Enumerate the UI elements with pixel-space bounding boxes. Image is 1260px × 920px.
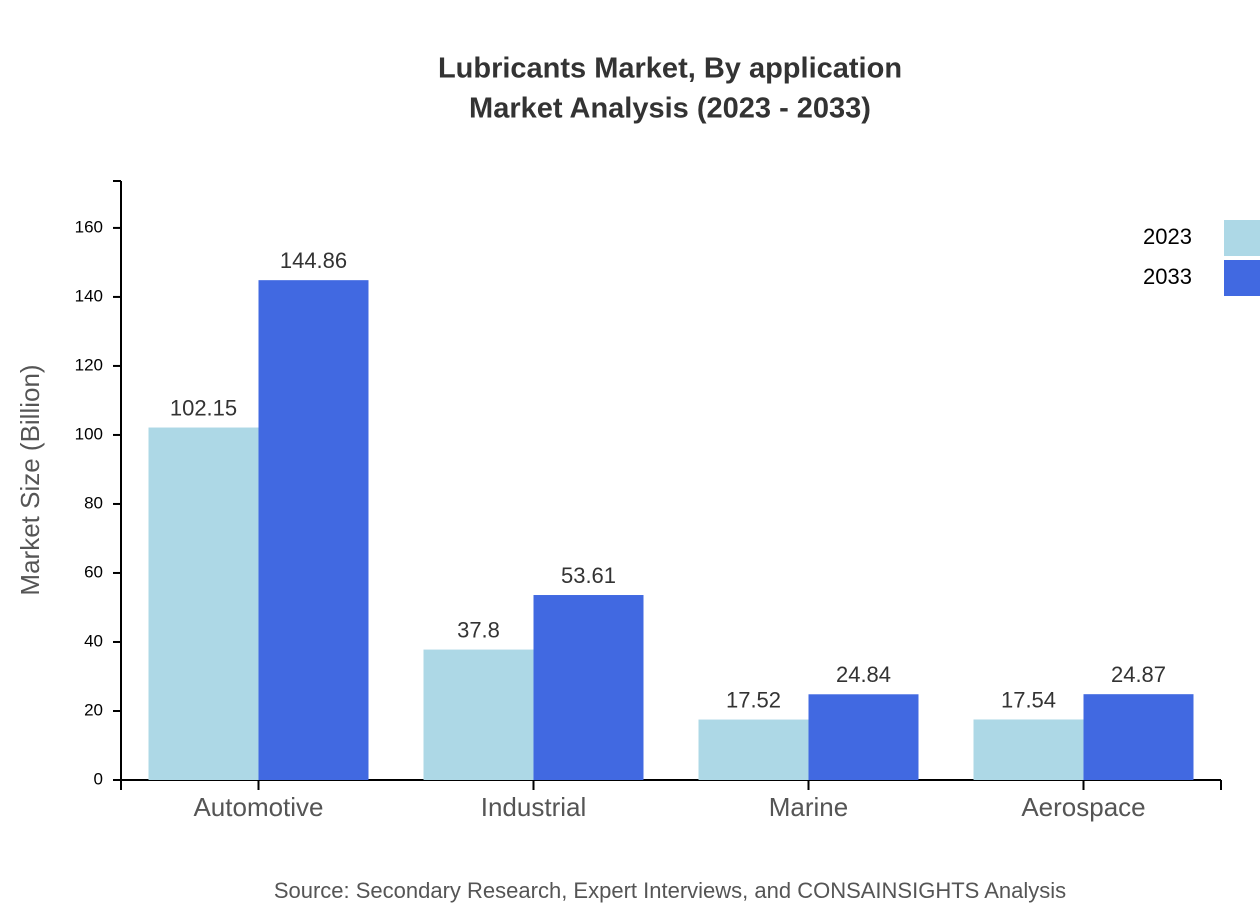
y-tick-label: 0 [94,769,103,788]
x-tick-label: Marine [769,792,848,822]
y-axis-label: Market Size (Billion) [15,364,45,595]
chart-subtitle: Market Analysis (2023 - 2033) [469,93,871,125]
value-label: 102.15 [170,395,237,420]
bar [533,595,644,780]
x-tick-label: Automotive [193,792,323,822]
y-tick-label: 100 [75,424,103,443]
legend-swatch [1224,220,1260,256]
bar [148,427,259,780]
bar [423,649,534,780]
bar [973,719,1084,780]
chart-title: Lubricants Market, By application [438,53,902,85]
value-label: 24.87 [1111,662,1166,687]
value-label: 53.61 [561,563,616,588]
y-tick-label: 160 [75,217,103,236]
y-tick-label: 20 [84,700,103,719]
value-label: 144.86 [280,248,347,273]
value-label: 24.84 [836,662,891,687]
y-tick-label: 40 [84,631,103,650]
legend-swatch [1224,260,1260,296]
legend-label: 2033 [1143,264,1192,289]
bar [808,694,919,780]
bar [258,280,369,780]
y-tick-label: 120 [75,355,103,374]
bar [698,719,809,780]
y-tick-label: 80 [84,493,103,512]
x-tick-label: Industrial [481,792,587,822]
x-tick-label: Aerospace [1021,792,1145,822]
value-label: 17.54 [1001,687,1056,712]
value-label: 17.52 [726,687,781,712]
y-tick-label: 60 [84,562,103,581]
legend-label: 2023 [1143,224,1192,249]
source-note: Source: Secondary Research, Expert Inter… [274,878,1066,903]
y-tick-label: 140 [75,286,103,305]
value-label: 37.8 [457,617,500,642]
bar [1083,694,1194,780]
